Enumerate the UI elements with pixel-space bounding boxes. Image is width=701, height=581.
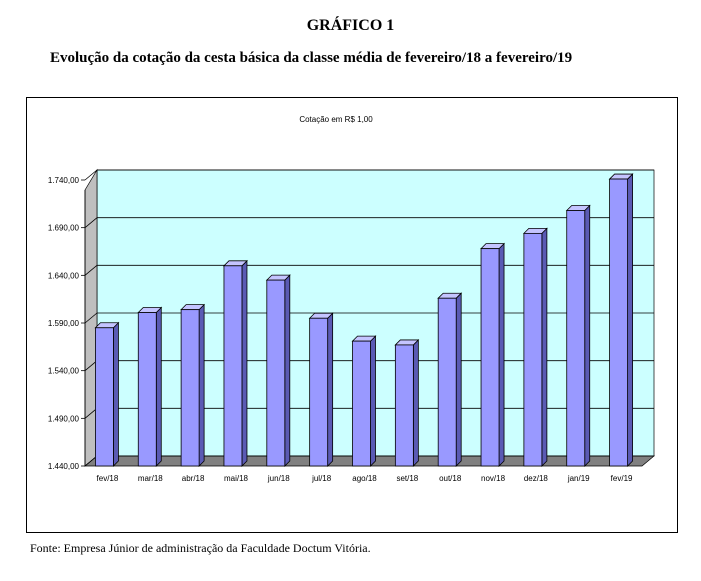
x-tick-label: out/18 [439,474,462,483]
figure-heading: GRÁFICO 1 [306,17,395,34]
y-tick-label: 1.640,00 [48,271,80,280]
bar-side [541,227,548,467]
y-tick-label: 1.490,00 [48,414,80,423]
bar-side [627,173,633,467]
bar [566,210,586,467]
x-tick-label: jan/19 [567,474,590,483]
x-tick-label: mai/18 [224,474,249,483]
bar [480,248,500,467]
figure-subheading: Evolução da cotação da cesta básica da c… [50,50,573,66]
y-tick-label: 1.590,00 [48,319,80,328]
bar [437,297,457,467]
bar [95,327,114,467]
bar [352,340,371,467]
y-tick-label: 1.690,00 [48,224,80,233]
y-tick-label: 1.540,00 [48,367,80,376]
bar-side [241,259,248,467]
chart-title: Cotação em R$ 1,00 [299,115,373,124]
x-tick-label: nov/18 [481,474,506,483]
bar-side [327,312,334,467]
x-tick-label: fev/18 [97,474,119,483]
bar-side [412,338,419,467]
gridline-depth [84,265,98,276]
gridline-depth [84,312,98,324]
x-tick-label: jul/18 [311,474,332,483]
bar [309,317,329,467]
x-tick-label: jun/18 [267,474,290,483]
bar-side [370,335,376,467]
x-tick-label: abr/18 [182,474,205,483]
bar [137,312,157,467]
bar-side [584,204,591,467]
gridline-depth [84,455,98,467]
source-caption: Fonte: Empresa Júnior de administração d… [30,541,371,555]
bar-side [498,242,505,467]
gridline-depth [84,169,98,181]
x-tick-label: dez/18 [524,474,549,483]
bar [180,309,200,467]
bar-side [198,303,205,467]
gridline-depth [84,408,98,419]
bar [523,232,543,467]
x-tick-label: set/18 [396,474,418,483]
x-tick-label: mar/18 [138,474,163,483]
bar [266,279,286,467]
bar-side [113,321,119,467]
y-tick-label: 1.740,00 [48,176,80,185]
bar-side [155,306,162,467]
bar-side [455,292,462,467]
bar-side [284,274,291,467]
bar [223,265,243,467]
x-tick-label: fev/19 [611,474,633,483]
bar [394,344,414,467]
y-tick-label: 1.440,00 [48,462,80,471]
x-tick-label: ago/18 [352,474,377,483]
gridline-depth [84,360,98,371]
gridline-depth [84,217,98,228]
bar [609,178,628,467]
